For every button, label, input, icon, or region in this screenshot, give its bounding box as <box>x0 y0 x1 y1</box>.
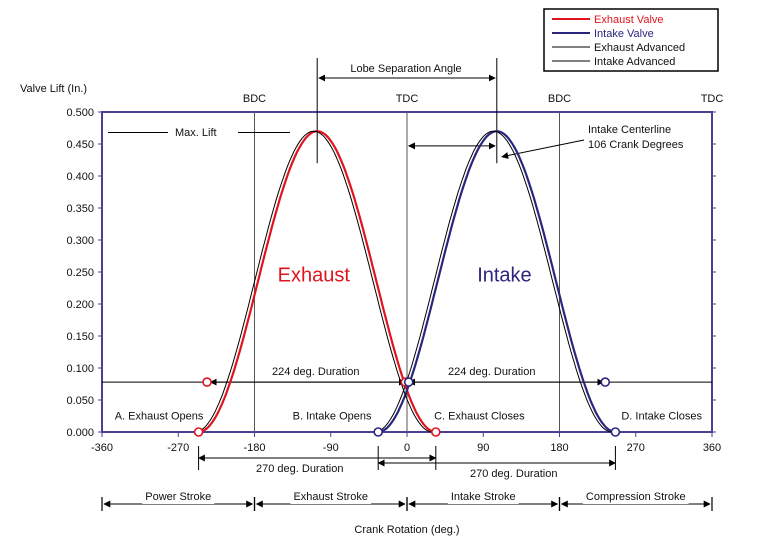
x-tick-label: 90 <box>477 442 489 454</box>
intake-centerline-label: Intake Centerline <box>588 124 671 136</box>
intake-duration-050-label: 224 deg. Duration <box>448 366 535 378</box>
event-point <box>202 377 212 387</box>
x-tick-label: -180 <box>243 442 265 454</box>
event-label-exhaust-opens: A. Exhaust Opens <box>115 411 204 423</box>
legend-label-exhaust-advanced: Exhaust Advanced <box>594 42 685 54</box>
x-tick-label: -270 <box>167 442 189 454</box>
stroke-label-backdrop <box>290 490 372 504</box>
exhaust-duration-050-label: 224 deg. Duration <box>272 366 359 378</box>
vertical-marker-label: TDC <box>396 93 419 105</box>
x-tick-label: 270 <box>627 442 645 454</box>
stroke-label-intake: Intake Stroke <box>451 491 516 503</box>
y-tick-label: 0.300 <box>66 235 94 247</box>
y-tick-label: 0.250 <box>66 267 94 279</box>
stroke-label-backdrop <box>582 490 689 504</box>
series-line-intake-valve <box>378 130 616 434</box>
legend-label-intake-valve: Intake Valve <box>594 28 654 40</box>
event-point <box>610 427 621 437</box>
event-point <box>600 377 611 387</box>
x-tick-label: -360 <box>91 442 113 454</box>
y-tick-label: 0.000 <box>66 427 94 439</box>
series-line-intake-advanced <box>374 130 613 433</box>
x-tick-label: 360 <box>703 442 721 454</box>
exhaust-duration-seat-label: 270 deg. Duration <box>256 463 343 475</box>
lobe-separation-label: Lobe Separation Angle <box>350 63 461 75</box>
series-line-exhaust-advanced <box>195 130 433 433</box>
event-label-intake-opens: B. Intake Opens <box>293 411 372 423</box>
x-tick-label: -90 <box>323 442 339 454</box>
legend: Exhaust Valve Intake Valve Exhaust Advan… <box>543 8 719 72</box>
vertical-marker-label: BDC <box>548 93 571 105</box>
legend-label-intake-advanced: Intake Advanced <box>594 56 675 68</box>
event-label-exhaust-closes: C. Exhaust Closes <box>434 411 525 423</box>
intake-duration-seat-label: 270 deg. Duration <box>470 468 557 480</box>
y-tick-label: 0.150 <box>66 331 94 343</box>
y-tick-label: 0.450 <box>66 139 94 151</box>
y-tick-label: 0.400 <box>66 171 94 183</box>
y-tick-label: 0.500 <box>66 107 94 119</box>
event-point <box>403 377 414 387</box>
y-tick-label: 0.350 <box>66 203 94 215</box>
stroke-label-power: Power Stroke <box>145 491 211 503</box>
x-axis-title: Crank Rotation (deg.) <box>354 524 459 536</box>
event-point <box>193 427 204 437</box>
legend-label-exhaust-valve: Exhaust Valve <box>594 14 664 26</box>
intake-centerline-degrees: 106 Crank Degrees <box>588 139 684 151</box>
event-point <box>373 427 383 437</box>
event-point <box>431 427 441 437</box>
y-tick-label: 0.200 <box>66 299 94 311</box>
y-axis-title: Valve Lift (In.) <box>20 83 87 95</box>
stroke-label-backdrop <box>447 490 519 504</box>
region-label-intake: Intake <box>477 265 531 287</box>
max-lift-label: Max. Lift <box>175 127 217 139</box>
stroke-label-compression: Compression Stroke <box>586 491 686 503</box>
y-tick-label: 0.050 <box>66 395 94 407</box>
stroke-label-backdrop <box>142 490 215 504</box>
event-label-intake-closes: D. Intake Closes <box>621 411 702 423</box>
stroke-label-exhaust: Exhaust Stroke <box>293 491 368 503</box>
x-tick-label: 0 <box>404 442 410 454</box>
y-tick-label: 0.100 <box>66 363 94 375</box>
series-line-exhaust-valve <box>198 130 436 434</box>
region-label-exhaust: Exhaust <box>278 265 351 287</box>
vertical-marker-label: TDC <box>701 93 724 105</box>
vertical-marker-label: BDC <box>243 93 266 105</box>
x-tick-label: 180 <box>550 442 568 454</box>
intake-centerline-leader <box>501 139 585 159</box>
